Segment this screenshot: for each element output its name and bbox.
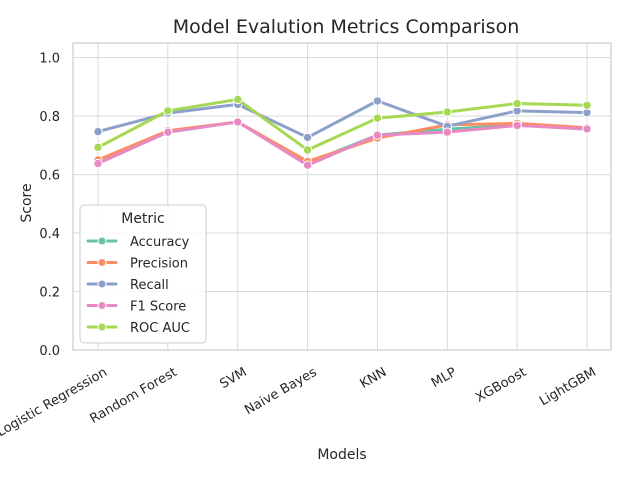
data-point	[442, 107, 452, 117]
legend-swatch-marker	[97, 322, 107, 332]
data-point	[93, 142, 103, 153]
x-tick-label: Logistic Regression	[0, 365, 110, 440]
x-axis-label: Models	[317, 447, 366, 463]
x-tick-label: KNN	[358, 365, 390, 392]
data-point	[163, 127, 173, 137]
y-tick-label: 0.2	[39, 286, 60, 301]
data-point	[233, 94, 243, 105]
legend-item-label: ROC AUC	[130, 321, 190, 336]
data-point	[302, 132, 313, 143]
x-tick-label: MLP	[429, 365, 459, 391]
data-point	[582, 100, 592, 110]
legend-item-label: Recall	[130, 278, 169, 293]
legend-swatch-marker	[97, 301, 107, 310]
chart-title: Model Evalution Metrics Comparison	[173, 16, 520, 38]
legend-title: Metric	[121, 211, 165, 227]
y-tick-label: 0.6	[39, 169, 60, 184]
y-axis-label: Score	[19, 183, 35, 222]
data-point	[302, 160, 313, 170]
data-point	[512, 98, 522, 109]
data-point	[93, 126, 103, 137]
series-line	[96, 120, 589, 167]
plot-frame	[72, 42, 612, 351]
y-tick-label: 0.0	[39, 344, 60, 359]
legend-swatch-marker	[97, 258, 107, 267]
y-tick-label: 0.4	[39, 227, 60, 242]
data-point	[302, 145, 313, 155]
x-tick-label: XGBoost	[473, 365, 529, 406]
data-point	[442, 127, 452, 137]
legend-swatch-marker	[97, 279, 107, 289]
legend: Metric Accuracy Precision Recall F1 Score RO…	[79, 204, 207, 344]
x-tick-label: Naive Bayes	[242, 365, 319, 418]
data-point	[372, 113, 383, 123]
grid	[73, 43, 611, 351]
x-tick-label: LightGBM	[537, 365, 599, 409]
data-point	[163, 106, 173, 116]
data-point	[93, 158, 103, 169]
legend-swatch-marker	[97, 236, 107, 246]
legend-item-label: Precision	[130, 257, 188, 272]
series-line	[96, 97, 589, 152]
series-roc-auc	[93, 94, 592, 155]
series-line	[96, 99, 589, 139]
data-point	[372, 96, 383, 106]
data-point	[372, 130, 383, 140]
data-point	[512, 120, 522, 131]
legend-item-label: Accuracy	[130, 235, 190, 250]
series-f1-score	[93, 117, 592, 170]
legend-item-label: F1 Score	[130, 300, 186, 315]
y-tick-label: 1.0	[39, 52, 60, 67]
series-recall	[93, 96, 592, 143]
legend-items: Accuracy Precision Recall F1 Score ROC AUC	[86, 235, 190, 336]
y-axis-ticks: 0.0 0.2 0.4 0.6 0.8 1.0	[39, 52, 60, 359]
data-point	[582, 124, 592, 134]
y-tick-label: 0.8	[39, 110, 60, 125]
series-layer	[93, 94, 592, 170]
x-tick-label: SVM	[218, 365, 250, 392]
data-point	[233, 117, 243, 127]
